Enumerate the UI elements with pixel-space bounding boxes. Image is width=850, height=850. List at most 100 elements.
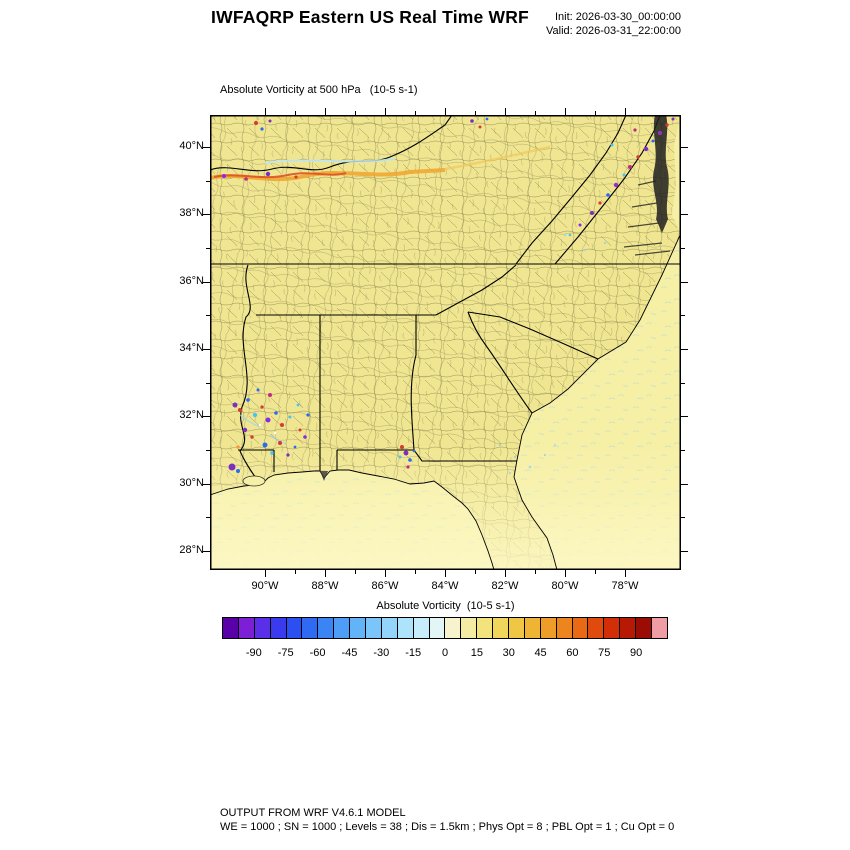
plot-subtitle: Absolute Vorticity at 500 hPa (10-5 s-1): [220, 84, 418, 96]
lake-pontchartrain: [242, 475, 266, 487]
map-frame: [210, 115, 681, 570]
colorbar-tick-label: -75: [277, 647, 294, 659]
colorbar-segment: [493, 618, 510, 638]
lat-tick: [203, 348, 210, 350]
lon-tick: [505, 108, 506, 115]
lat-tick-label: 38°N: [179, 207, 204, 220]
vorticity-spot-south-alabama: [398, 445, 416, 469]
lat-tick-label: 32°N: [179, 409, 204, 422]
lon-tick: [385, 570, 386, 577]
colorbar-segment: [461, 618, 478, 638]
colorbar-tick-label: 90: [630, 647, 643, 659]
lat-tick: [681, 483, 688, 485]
lon-tick: [565, 570, 566, 577]
lat-tick: [681, 281, 688, 283]
lon-tick: [325, 108, 326, 115]
colorbar-segment: [254, 618, 271, 638]
lat-minor-tick: [206, 315, 210, 317]
lat-tick-label: 30°N: [179, 476, 204, 489]
colorbar-tick-label: 15: [470, 647, 483, 659]
lat-tick: [203, 550, 210, 552]
speckles-south-georgia: [498, 443, 557, 475]
lon-tick-label: 86°W: [371, 580, 399, 592]
colorbar-segment: [270, 618, 287, 638]
colorbar-segment: [334, 618, 351, 638]
lon-minor-tick: [475, 570, 476, 574]
footer-namelist-line: WE = 1000 ; SN = 1000 ; Levels = 38 ; Di…: [220, 821, 675, 833]
state-borders: [210, 115, 681, 485]
lon-minor-tick: [415, 111, 416, 115]
colorbar: [222, 617, 668, 639]
footer-model-line: OUTPUT FROM WRF V4.6.1 MODEL: [220, 807, 406, 819]
lat-minor-tick: [206, 248, 210, 249]
lat-tick: [681, 550, 688, 552]
lat-minor-tick: [681, 248, 685, 249]
colorbar-title: Absolute Vorticity (10-5 s-1): [376, 600, 515, 612]
lat-minor-tick: [206, 449, 210, 451]
colorbar-segment: [318, 618, 335, 638]
lon-minor-tick: [355, 111, 356, 115]
valid-timestamp: Valid: 2026-03-31_22:00:00: [546, 25, 681, 37]
colorbar-tick-label: 30: [502, 647, 515, 659]
lon-tick-label: 78°W: [611, 580, 639, 592]
colorbar-segment: [445, 618, 462, 638]
colorbar-segment: [238, 618, 255, 638]
lon-tick: [265, 108, 266, 115]
lat-tick-label: 40°N: [179, 140, 204, 152]
colorbar-segment: [652, 618, 667, 638]
lon-tick-label: 88°W: [311, 580, 339, 592]
lon-minor-tick: [535, 570, 536, 574]
lat-tick: [203, 416, 210, 418]
colorbar-tick-label: -45: [341, 647, 358, 659]
lat-minor-tick: [681, 180, 685, 182]
lat-tick: [203, 147, 210, 148]
colorbar-tick-label: 45: [534, 647, 547, 659]
colorbar-segment: [636, 618, 653, 638]
init-timestamp: Init: 2026-03-30_00:00:00: [555, 11, 681, 23]
colorbar-tick-label: 75: [598, 647, 611, 659]
lon-tick: [385, 108, 386, 115]
lon-minor-tick: [475, 111, 476, 115]
vorticity-speckles-virginia: [563, 117, 675, 252]
colorbar-segment: [588, 618, 605, 638]
lon-tick-label: 84°W: [431, 580, 459, 592]
lon-minor-tick: [295, 111, 296, 115]
colorbar-segment: [302, 618, 319, 638]
colorbar-segment: [429, 618, 446, 638]
lon-minor-tick: [415, 570, 416, 574]
colorbar-segment: [413, 618, 430, 638]
colorbar-ticks: -90 -75 -60 -45 -30 -15 0 15 30 45 60 75 90: [222, 647, 668, 661]
colorbar-segment: [556, 618, 573, 638]
lat-tick: [681, 348, 688, 350]
map-area: [210, 115, 681, 570]
lon-tick: [265, 570, 266, 577]
vorticity-band-north: [210, 117, 551, 182]
colorbar-segment: [524, 618, 541, 638]
lon-tick-label: 80°W: [551, 580, 579, 592]
lat-minor-tick: [206, 517, 210, 519]
colorbar-segment: [397, 618, 414, 638]
lon-tick-label: 82°W: [491, 580, 519, 592]
lat-minor-tick: [681, 449, 685, 451]
lat-minor-tick: [206, 382, 210, 384]
lon-tick: [505, 570, 506, 577]
lon-tick: [625, 108, 626, 115]
vorticity-cluster-mississippi-alabama: [228, 388, 310, 473]
lon-tick: [625, 570, 626, 577]
colorbar-segment: [604, 618, 621, 638]
colorbar-segment: [572, 618, 589, 638]
colorbar-tick-label: 0: [441, 647, 449, 659]
colorbar-tick-label: -90: [245, 647, 262, 659]
chesapeake-bay: [623, 115, 671, 256]
colorbar-segment: [366, 618, 382, 638]
colorbar-segment: [223, 618, 239, 638]
lon-tick: [445, 108, 446, 115]
run-timestamps: Init: 2026-03-30_00:00:00 Valid: 2026-03…: [546, 10, 681, 38]
colorbar-tick-label: -60: [309, 647, 326, 659]
lon-tick: [565, 108, 566, 115]
colorbar-segment: [477, 618, 494, 638]
lon-tick-label: 90°W: [251, 580, 279, 592]
gulf-coastline: [210, 469, 495, 570]
lat-tick-label: 34°N: [179, 341, 204, 354]
